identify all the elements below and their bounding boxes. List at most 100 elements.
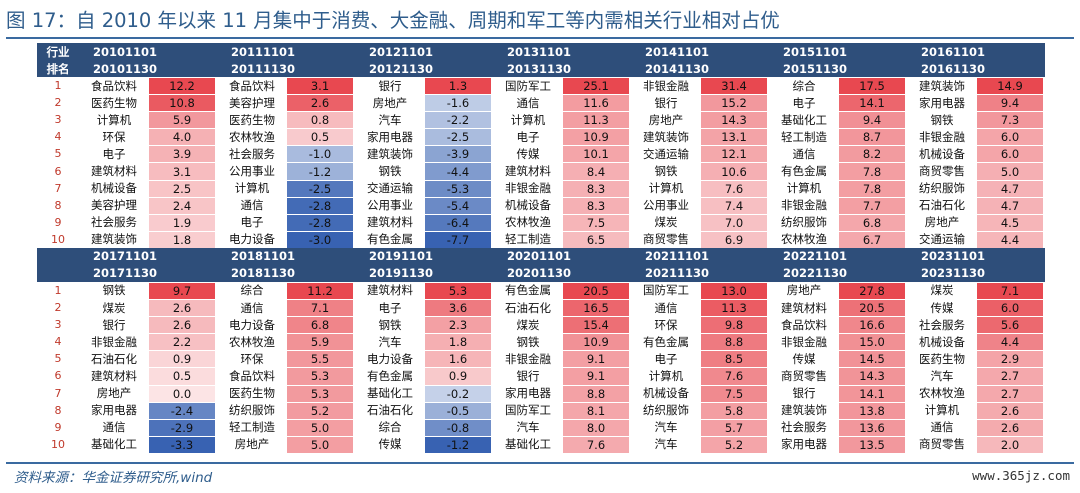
period-start-header: 20211101 [631, 247, 769, 265]
industry-name: 传媒 [516, 146, 540, 161]
industry-name: 非银金融 [505, 351, 551, 366]
return-value: -2.2 [425, 112, 491, 129]
industry-name: 公用事业 [367, 198, 413, 213]
return-value: 6.7 [839, 231, 905, 248]
industry-name: 轻工制造 [229, 420, 275, 435]
industry-name: 建筑材料 [91, 164, 137, 179]
industry-name: 纺织服饰 [643, 403, 689, 418]
rank-number: 9 [54, 420, 62, 434]
return-value: 15.2 [701, 95, 767, 112]
period-end-header: 20221130 [769, 264, 907, 282]
industry-name: 房地产 [234, 437, 270, 452]
period-end-header: 20151130 [769, 60, 907, 77]
industry-name: 建筑装饰 [643, 129, 689, 144]
return-value: 8.3 [563, 180, 629, 197]
return-value: 14.3 [839, 368, 905, 385]
rank-number: 4 [54, 335, 62, 349]
industry-name: 银行 [654, 95, 678, 110]
return-value: 1.3 [425, 78, 491, 95]
return-value: 3.6 [425, 300, 491, 317]
return-value: 1.9 [149, 214, 215, 231]
period-start-header: 20181101 [217, 247, 355, 265]
industry-name: 公用事业 [229, 164, 275, 179]
return-value: 8.4 [563, 163, 629, 180]
return-value: 5.5 [287, 351, 353, 368]
period-end-header: 20231130 [907, 264, 1045, 282]
industry-name: 家用电器 [367, 129, 413, 144]
industry-name: 农林牧渔 [229, 334, 275, 349]
industry-name: 计算机 [924, 403, 960, 418]
industry-name: 基础化工 [367, 386, 413, 401]
industry-name: 通信 [654, 300, 678, 315]
industry-name: 家用电器 [91, 403, 137, 418]
return-value: 5.3 [287, 385, 353, 402]
return-value: 7.1 [287, 300, 353, 317]
rank-number: 6 [54, 369, 62, 383]
return-value: 9.1 [563, 368, 629, 385]
return-value: 13.8 [839, 402, 905, 419]
return-value: 5.3 [287, 368, 353, 385]
industry-name: 房地产 [96, 386, 132, 401]
return-value: 16.5 [563, 300, 629, 317]
industry-name: 钢铁 [930, 112, 954, 127]
return-value: 7.1 [977, 282, 1043, 300]
return-value: 2.6 [149, 317, 215, 334]
return-value: 4.7 [977, 180, 1043, 197]
return-value: -3.0 [287, 231, 353, 248]
return-value: 2.7 [977, 368, 1043, 385]
industry-name: 社会服务 [781, 420, 827, 435]
return-value: 7.8 [839, 180, 905, 197]
industry-name: 有色金属 [781, 164, 827, 179]
period-end-header: 20171130 [79, 264, 217, 282]
industry-name: 建筑材料 [781, 300, 827, 315]
industry-name: 公用事业 [643, 198, 689, 213]
industry-name: 机械设备 [643, 386, 689, 401]
period-start-header: 20121101 [355, 43, 493, 60]
industry-name: 交通运输 [919, 232, 965, 247]
return-value: 2.3 [425, 317, 491, 334]
industry-name: 计算机 [648, 368, 684, 383]
period-start-header: 20151101 [769, 43, 907, 60]
rank-number: 2 [54, 301, 62, 315]
return-value: 20.5 [563, 282, 629, 300]
industry-name: 钢铁 [516, 334, 540, 349]
period-end-header: 20201130 [493, 264, 631, 282]
return-value: 13.1 [701, 129, 767, 146]
return-value: 2.9 [977, 351, 1043, 368]
title-divider [6, 37, 1074, 39]
rank-number: 3 [54, 113, 62, 127]
return-value: 0.5 [287, 129, 353, 146]
industry-name: 医药生物 [91, 95, 137, 110]
industry-name: 家用电器 [505, 386, 551, 401]
industry-name: 建筑材料 [367, 283, 413, 298]
return-value: 2.6 [287, 95, 353, 112]
industry-name: 食品饮料 [229, 368, 275, 383]
return-value: 2.6 [977, 419, 1043, 436]
industry-name: 石油石化 [91, 351, 137, 366]
industry-name: 综合 [240, 283, 264, 298]
period-start-header: 20231101 [907, 247, 1045, 265]
industry-name: 建筑装饰 [919, 78, 965, 93]
return-value: 8.7 [839, 129, 905, 146]
return-value: 4.4 [977, 231, 1043, 248]
return-value: 2.7 [977, 385, 1043, 402]
industry-name: 煤炭 [654, 215, 678, 230]
source-note: 资料来源：华金证券研究所,wind [14, 470, 213, 486]
period-end-header: 20181130 [217, 264, 355, 282]
industry-name: 汽车 [930, 368, 954, 383]
ranking-table: 行业 排名 20101101 20101130 1 食品饮料 12.2 2 医药生物 10.8 3 计… [37, 43, 1071, 459]
industry-name: 家用电器 [781, 437, 827, 452]
return-value: 0.0 [149, 385, 215, 402]
industry-name: 商贸零售 [919, 437, 965, 452]
return-value: -0.5 [425, 402, 491, 419]
industry-name: 建筑装饰 [367, 146, 413, 161]
return-value: 10.8 [149, 95, 215, 112]
industry-name: 有色金属 [505, 283, 551, 298]
industry-name: 农林牧渔 [781, 232, 827, 247]
industry-name: 医药生物 [229, 386, 275, 401]
industry-name: 机械设备 [505, 198, 551, 213]
return-value: 10.1 [563, 146, 629, 163]
return-value: 10.9 [563, 129, 629, 146]
industry-name: 汽车 [516, 420, 540, 435]
return-value: 14.1 [839, 95, 905, 112]
